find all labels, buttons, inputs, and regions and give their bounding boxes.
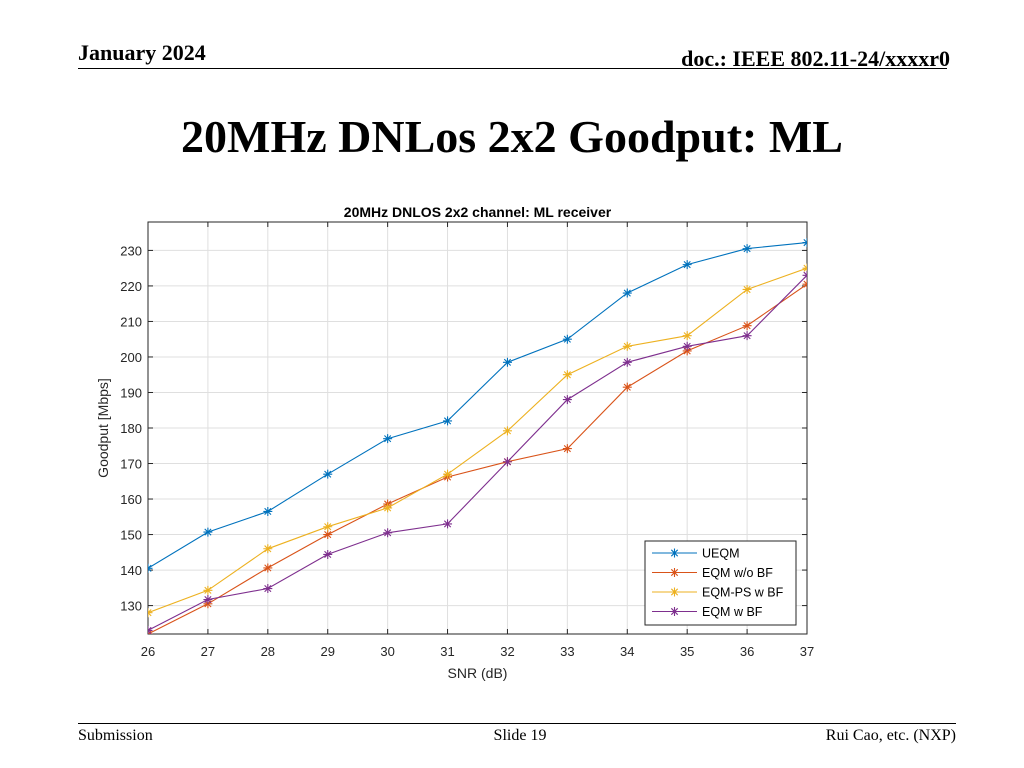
- legend-item: EQM-PS w BF: [652, 586, 784, 600]
- data-point: [203, 595, 213, 605]
- y-tick-label: 140: [120, 563, 142, 578]
- x-tick-label: 37: [800, 644, 814, 659]
- data-point: [203, 527, 213, 537]
- header-doc-id: doc.: IEEE 802.11-24/xxxxr0: [681, 46, 950, 71]
- y-axis-label: Goodput [Mbps]: [95, 378, 111, 478]
- data-point: [742, 331, 752, 341]
- data-point: [742, 284, 752, 294]
- series-4: [148, 270, 807, 634]
- data-point: [323, 530, 333, 540]
- data-point: [802, 270, 807, 280]
- data-point: [562, 444, 572, 454]
- series-line: [148, 267, 807, 614]
- header-date: January 2024: [78, 40, 206, 65]
- x-tick-label: 32: [500, 644, 514, 659]
- series-line: [148, 283, 807, 634]
- data-point: [443, 416, 453, 426]
- legend-label: EQM w BF: [702, 605, 763, 619]
- data-point: [263, 584, 273, 594]
- legend-item: UEQM: [652, 547, 740, 561]
- footer-divider: [78, 723, 956, 724]
- x-tick-label: 36: [740, 644, 754, 659]
- x-axis-label: SNR (dB): [448, 665, 508, 681]
- data-point: [148, 608, 153, 618]
- data-point: [682, 341, 692, 351]
- data-point: [622, 382, 632, 392]
- data-point: [562, 370, 572, 380]
- legend: UEQM EQM w/o BF EQM-PS w BF EQM w BF: [644, 540, 797, 626]
- y-tick-label: 230: [120, 243, 142, 258]
- series-3: [148, 263, 807, 618]
- x-tick-label: 28: [261, 644, 275, 659]
- chart-title: 20MHz DNLOS 2x2 channel: ML receiver: [344, 204, 612, 220]
- data-point: [562, 395, 572, 405]
- x-tick-label: 31: [440, 644, 454, 659]
- data-point: [682, 346, 692, 356]
- data-point: [742, 321, 752, 331]
- x-tick-label: 33: [560, 644, 574, 659]
- data-point: [263, 506, 273, 516]
- data-point: [203, 585, 213, 595]
- y-tick-label: 190: [120, 385, 142, 400]
- legend-swatch-marker: [670, 568, 679, 577]
- data-point: [502, 457, 512, 467]
- data-point: [263, 544, 273, 554]
- series-line: [148, 242, 807, 569]
- data-point: [323, 549, 333, 559]
- data-point: [323, 522, 333, 532]
- footer-slide-number: Slide 19: [493, 727, 547, 744]
- data-point: [148, 625, 153, 634]
- data-point: [443, 519, 453, 529]
- y-tick-label: 150: [120, 528, 142, 543]
- header-divider: [78, 68, 947, 69]
- data-point: [622, 357, 632, 367]
- data-point: [383, 434, 393, 444]
- footer-submission: Submission: [78, 727, 153, 744]
- y-tick-label: 170: [120, 457, 142, 472]
- data-point: [802, 238, 807, 248]
- data-point: [802, 279, 807, 289]
- legend-label: EQM-PS w BF: [702, 586, 784, 600]
- series-line: [148, 274, 807, 631]
- x-tick-label: 30: [380, 644, 394, 659]
- y-tick-label: 210: [120, 314, 142, 329]
- footer-author: Rui Cao, etc. (NXP): [825, 727, 956, 744]
- data-point: [148, 563, 153, 573]
- y-tick-label: 220: [120, 279, 142, 294]
- x-tick-label: 35: [680, 644, 694, 659]
- data-point: [742, 244, 752, 254]
- y-tick-label: 180: [120, 421, 142, 436]
- x-tick-label: 34: [620, 644, 634, 659]
- y-tick-label: 160: [120, 492, 142, 507]
- data-point: [263, 563, 273, 573]
- data-point: [682, 260, 692, 270]
- data-point: [383, 528, 393, 538]
- data-point: [443, 469, 453, 479]
- data-point: [323, 469, 333, 479]
- series-1: [148, 238, 807, 573]
- data-point: [502, 426, 512, 436]
- data-point: [562, 334, 572, 344]
- y-tick-label: 130: [120, 599, 142, 614]
- legend-label: UEQM: [702, 547, 740, 561]
- legend-swatch-marker: [670, 587, 679, 597]
- x-tick-label: 27: [201, 644, 215, 659]
- data-point: [622, 288, 632, 298]
- x-tick-label: 26: [141, 644, 155, 659]
- data-point: [383, 503, 393, 513]
- y-tick-label: 200: [120, 350, 142, 365]
- slide-title: 20MHz DNLos 2x2 Goodput: ML: [181, 111, 843, 162]
- legend-item: EQM w/o BF: [652, 566, 773, 580]
- data-point: [622, 341, 632, 351]
- legend-item: EQM w BF: [652, 605, 763, 619]
- legend-swatch-marker: [670, 548, 679, 558]
- data-point: [682, 331, 692, 341]
- legend-swatch-marker: [670, 607, 679, 616]
- data-point: [502, 357, 512, 367]
- legend-label: EQM w/o BF: [702, 566, 773, 580]
- x-tick-label: 29: [320, 644, 334, 659]
